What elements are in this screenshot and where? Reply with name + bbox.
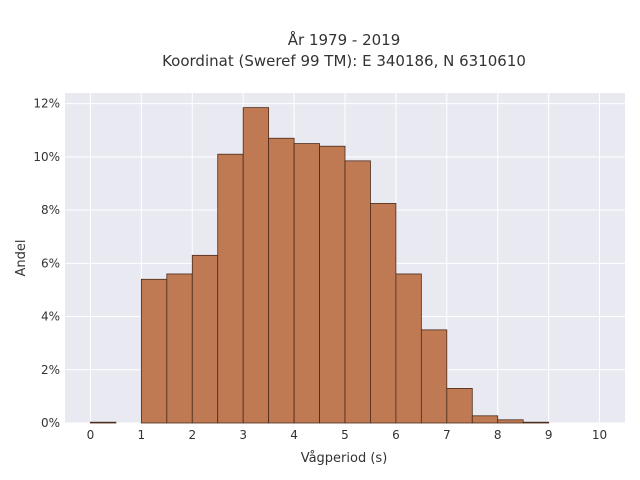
x-axis-label: Vågperiod (s): [301, 451, 388, 466]
histogram-bar: [395, 273, 422, 424]
histogram-bar: [268, 137, 295, 424]
histogram-bar: [497, 419, 524, 424]
x-tick-label: 2: [188, 428, 196, 442]
histogram-bar: [344, 160, 371, 424]
x-tick-label: 10: [592, 428, 607, 442]
histogram-bar: [446, 388, 473, 424]
y-tick-label: 2%: [41, 363, 60, 377]
x-tick-label: 9: [545, 428, 553, 442]
histogram-bar: [319, 145, 346, 424]
x-tick-label: 4: [290, 428, 298, 442]
x-tick-labels: 0 1 2 3 4 5 6 7 8 9 10: [87, 428, 608, 442]
y-tick-label: 6%: [41, 256, 60, 270]
y-tick-label: 4%: [41, 310, 60, 324]
histogram-bar: [522, 421, 550, 424]
histogram-bar: [420, 329, 448, 424]
x-tick-label: 8: [494, 428, 502, 442]
histogram-bar: [90, 421, 117, 424]
histogram-bar: [471, 415, 499, 424]
x-tick-label: 7: [443, 428, 451, 442]
x-tick-label: 6: [392, 428, 400, 442]
chart-title-line1: År 1979 - 2019: [288, 30, 401, 49]
y-axis-label: Andel: [14, 240, 29, 277]
bars: [90, 107, 550, 424]
histogram-bar: [293, 143, 320, 424]
y-tick-label: 8%: [41, 203, 60, 217]
y-tick-label: 0%: [41, 416, 60, 430]
histogram-bar: [370, 203, 397, 424]
histogram-bar: [140, 278, 168, 424]
y-tick-label: 12%: [33, 97, 60, 111]
histogram-bar: [242, 107, 270, 424]
x-tick-label: 0: [87, 428, 95, 442]
histogram-bar: [217, 153, 244, 424]
y-tick-labels: 0% 2% 4% 6% 8% 10% 12%: [33, 97, 60, 430]
histogram-bar: [166, 273, 193, 424]
x-tick-label: 1: [138, 428, 146, 442]
histogram-bar: [191, 254, 219, 424]
chart-title-line2: Koordinat (Sweref 99 TM): E 340186, N 63…: [162, 52, 526, 70]
x-tick-label: 5: [341, 428, 349, 442]
y-tick-label: 10%: [33, 150, 60, 164]
x-tick-label: 3: [239, 428, 247, 442]
